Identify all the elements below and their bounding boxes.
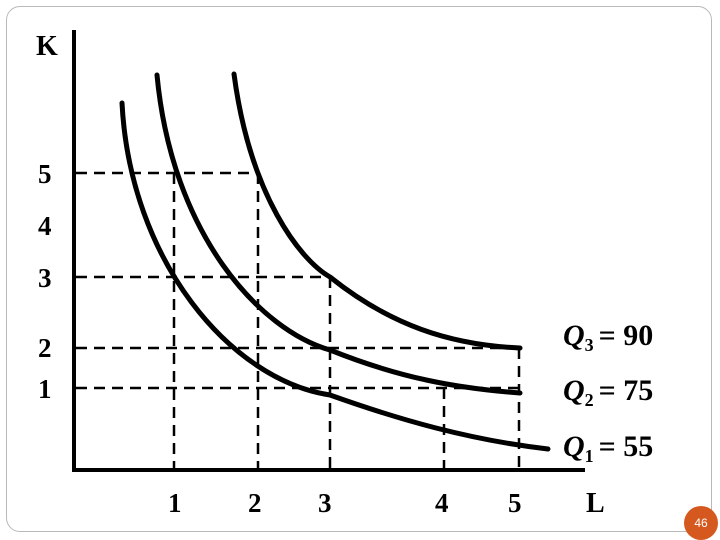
x-axis-title: L (586, 488, 605, 519)
isoquant-subscript: 3 (585, 335, 594, 355)
x-tick-label: 2 (248, 488, 262, 518)
y-tick-label: 2 (38, 333, 52, 363)
isoquant-subscript: 1 (585, 446, 594, 466)
isoquant-curve-q2 (154, 72, 523, 396)
isoquant-symbol: Q (563, 374, 585, 407)
y-tick-label: 1 (38, 374, 52, 404)
y-tick-label: 4 (38, 211, 52, 241)
isoquant-symbol: Q (563, 430, 585, 463)
page-number-badge: 46 (684, 506, 718, 540)
isoquant-subscript: 2 (585, 390, 594, 410)
isoquant-label-q1: Q1 = 55 (563, 430, 653, 466)
y-tick-label: 5 (38, 159, 52, 189)
isoquant-value: = 55 (599, 430, 654, 463)
isoquant-label-q3: Q3 = 90 (563, 319, 653, 355)
isoquant-label-q2: Q2 = 75 (563, 374, 653, 410)
x-tick-label: 4 (435, 488, 449, 518)
y-tick-label: 3 (38, 263, 52, 293)
slide-frame (6, 6, 712, 532)
isoquant-curve-q1 (119, 100, 551, 452)
isoquant-curve-q3 (231, 71, 523, 351)
isoquant-value: = 90 (599, 319, 654, 352)
isoquant-value: = 75 (599, 374, 654, 407)
x-tick-label: 5 (508, 488, 522, 518)
isoquant-symbol: Q (563, 319, 585, 352)
x-tick-label: 3 (318, 488, 332, 518)
y-axis-title: K (36, 31, 58, 62)
x-tick-label: 1 (168, 488, 182, 518)
